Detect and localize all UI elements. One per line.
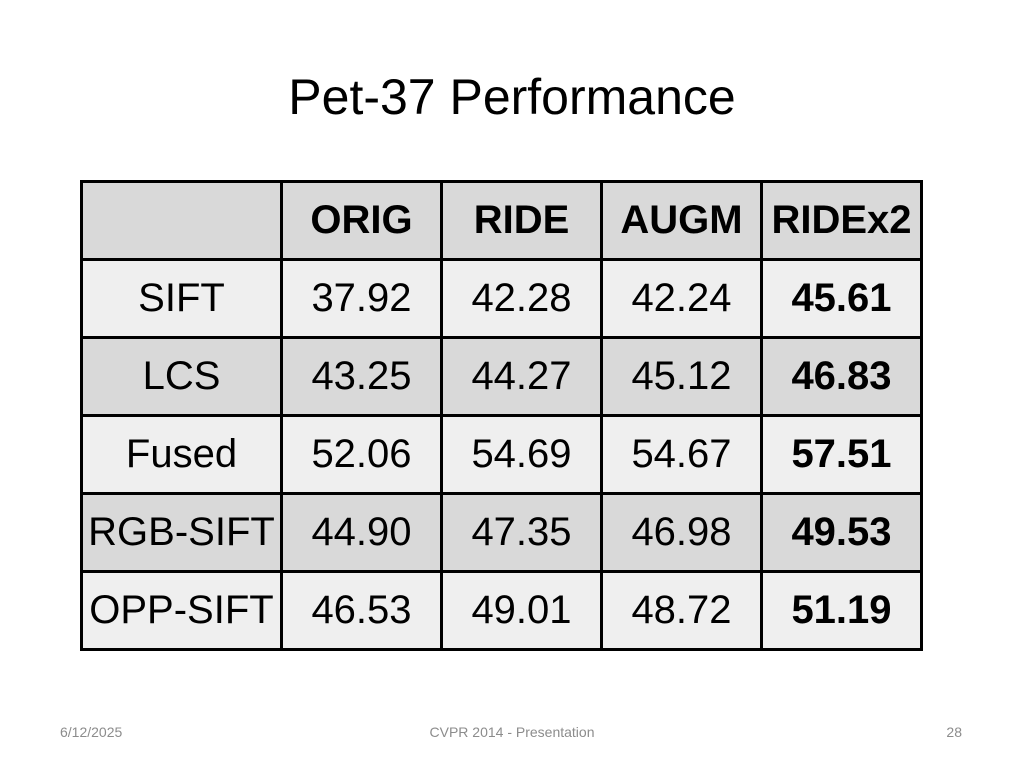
row-label: Fused: [80, 414, 283, 495]
table-cell: 46.53: [280, 570, 443, 651]
table-cell: 49.01: [440, 570, 603, 651]
table-cell-best: 57.51: [760, 414, 923, 495]
table-row: LCS 43.25 44.27 45.12 46.83: [80, 336, 923, 417]
table-cell: 54.69: [440, 414, 603, 495]
table-cell: 45.12: [600, 336, 763, 417]
table-row: SIFT 37.92 42.28 42.24 45.61: [80, 258, 923, 339]
footer-page-number: 28: [946, 724, 962, 740]
table-cell: 54.67: [600, 414, 763, 495]
header-cell: AUGM: [600, 180, 763, 261]
header-cell-corner: [80, 180, 283, 261]
table-cell: 46.98: [600, 492, 763, 573]
header-cell: RIDE: [440, 180, 603, 261]
row-label: RGB-SIFT: [80, 492, 283, 573]
footer-title: CVPR 2014 - Presentation: [429, 724, 595, 740]
table-cell: 42.24: [600, 258, 763, 339]
row-label: LCS: [80, 336, 283, 417]
table-header-row: ORIG RIDE AUGM RIDEx2: [80, 180, 923, 261]
row-label: SIFT: [80, 258, 283, 339]
table-cell-best: 49.53: [760, 492, 923, 573]
slide-title: Pet-37 Performance: [288, 69, 736, 125]
table-row: Fused 52.06 54.69 54.67 57.51: [80, 414, 923, 495]
header-cell: ORIG: [280, 180, 443, 261]
table-cell: 44.27: [440, 336, 603, 417]
table-row: RGB-SIFT 44.90 47.35 46.98 49.53: [80, 492, 923, 573]
row-label: OPP-SIFT: [80, 570, 283, 651]
table-cell: 44.90: [280, 492, 443, 573]
results-table: ORIG RIDE AUGM RIDEx2 SIFT 37.92 42.28 4…: [80, 180, 923, 651]
table-cell: 42.28: [440, 258, 603, 339]
header-cell: RIDEx2: [760, 180, 923, 261]
table-cell: 47.35: [440, 492, 603, 573]
table-cell: 43.25: [280, 336, 443, 417]
table-cell-best: 45.61: [760, 258, 923, 339]
table-cell: 48.72: [600, 570, 763, 651]
table-cell: 52.06: [280, 414, 443, 495]
table-cell-best: 46.83: [760, 336, 923, 417]
footer-date: 6/12/2025: [60, 724, 123, 740]
table-cell-best: 51.19: [760, 570, 923, 651]
table-row: OPP-SIFT 46.53 49.01 48.72 51.19: [80, 570, 923, 651]
table-cell: 37.92: [280, 258, 443, 339]
